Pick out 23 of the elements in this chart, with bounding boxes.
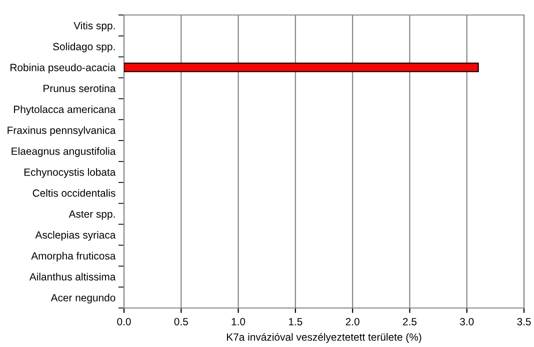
y-tick-label: Aster spp.	[68, 210, 115, 220]
y-tick-label: Solidago spp.	[53, 42, 115, 52]
x-axis-title: K7a invázióval veszélyeztetett területe (%)	[227, 332, 422, 343]
y-tick-label: Phytolacca americana	[14, 105, 116, 116]
y-tick-label: Ailanthus altissima	[29, 272, 116, 280]
y-tick-label: Elaeagnus angustifolia	[12, 147, 116, 157]
y-tick-label: Amorpha fruticosa	[31, 252, 116, 262]
y-tick-label: Robinia pseudo-acacia	[10, 64, 116, 74]
x-tick-label: 2.5	[403, 318, 417, 326]
x-tick-label: 0.0	[117, 318, 131, 326]
y-tick-label: Prunus serotina	[44, 84, 116, 92]
y-tick-label: Echynocystis lobata	[24, 168, 116, 178]
x-tick-label: 3.5	[517, 318, 531, 326]
y-tick-label: Fraxinus pennsylvanica	[8, 126, 116, 136]
x-tick-label: 2.0	[346, 318, 360, 326]
y-tick-label: Celtis occidentalis	[32, 189, 116, 197]
x-tick-label: 0.5	[174, 318, 188, 326]
x-tick-label: 3.0	[460, 318, 474, 326]
y-tick-label: Acer negundo	[50, 294, 116, 304]
x-tick-label: 1.0	[232, 318, 246, 326]
x-tick-label: 1.5	[288, 318, 302, 326]
y-tick-label: Asclepias syriaca	[35, 230, 116, 241]
y-tick-label: Vitis spp.	[74, 22, 115, 32]
